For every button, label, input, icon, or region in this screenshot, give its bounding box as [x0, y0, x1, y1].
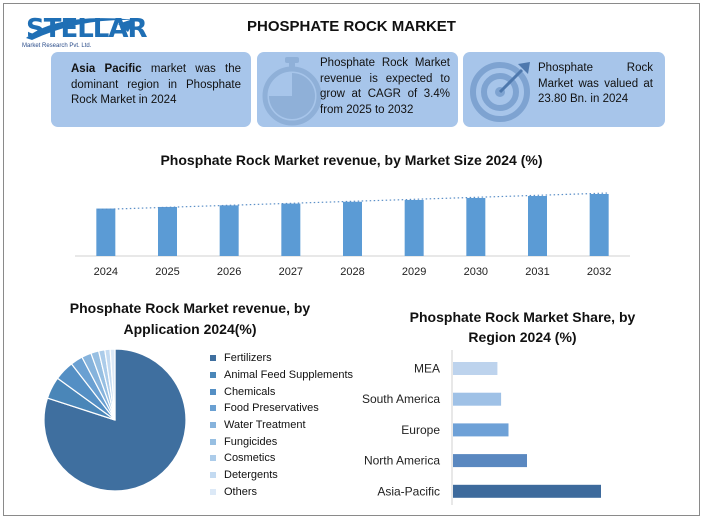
- legend-label: Chemicals: [224, 385, 276, 398]
- bar-europe: [453, 423, 509, 437]
- legend-label: Animal Feed Supplements: [224, 369, 354, 382]
- page-title: PHOSPHATE ROCK MARKET: [247, 18, 456, 35]
- legend-label: Food Preservatives: [224, 402, 319, 415]
- bar-2030: [466, 197, 486, 256]
- x-tick-label: 2032: [587, 266, 611, 278]
- legend-swatch: [210, 355, 216, 362]
- legend-label: Fertilizers: [224, 352, 272, 365]
- legend-swatch: [210, 488, 216, 495]
- legend-item: Chemicals: [210, 383, 353, 400]
- trend-line: [97, 192, 610, 211]
- card-text: Asia Pacific market was the dominant reg…: [71, 62, 241, 109]
- region-bar-chart: MEA South America Europe North America Asia-…: [362, 350, 601, 505]
- card-text: Phosphate Rock Market revenue is expecte…: [320, 57, 450, 116]
- pie-slice-others: [109, 348, 116, 421]
- card-bold-text: Asia Pacific: [71, 63, 142, 75]
- legend-item: Fungicides: [210, 433, 353, 450]
- bar-2027: [281, 203, 301, 256]
- x-tick-label: 2024: [94, 266, 118, 278]
- legend-item: Water Treatment: [210, 417, 353, 434]
- legend-label: Detergents: [224, 469, 278, 482]
- target-icon: [470, 62, 530, 122]
- legend-label: Others: [224, 485, 258, 498]
- legend-item: Animal Feed Supplements: [210, 367, 353, 384]
- legend-swatch: [210, 372, 216, 379]
- legend-item: Detergents: [210, 467, 353, 484]
- x-tick-label: 2028: [340, 266, 364, 278]
- info-card-region: Asia Pacific market was the dominant reg…: [51, 52, 251, 127]
- pie-chart-title: Phosphate Rock Market revenue, by Applic…: [69, 300, 311, 337]
- legend-item: Cosmetics: [210, 450, 353, 467]
- bar-2032: [589, 194, 609, 256]
- bar-2031: [528, 195, 547, 256]
- legend-swatch: [210, 405, 216, 412]
- logo-swoosh-icon: [26, 18, 136, 40]
- bar-2024: [96, 208, 116, 256]
- bar-asia-pacific: [453, 484, 601, 498]
- x-tick-label: 2025: [155, 266, 179, 278]
- y-tick-label: South America: [362, 392, 440, 406]
- legend-item: Others: [210, 484, 353, 501]
- legend-swatch: [210, 388, 216, 395]
- x-tick-label: 2029: [402, 266, 426, 278]
- market-size-bar-chart: 2024 2025 2026 2027 2028 2029 2030 2031 2032: [75, 192, 630, 278]
- y-tick-label: MEA: [414, 362, 440, 376]
- legend-swatch: [210, 438, 216, 445]
- legend-swatch: [210, 455, 216, 462]
- y-tick-label: Asia-Pacific: [377, 484, 440, 498]
- info-card-cagr: Phosphate Rock Market revenue is expecte…: [257, 52, 458, 127]
- bar-mea: [453, 362, 498, 375]
- x-tick-label: 2031: [525, 266, 549, 278]
- legend-label: Water Treatment: [224, 419, 306, 432]
- stellar-logo: STELLAR Market Research Pvt. Ltd.: [18, 10, 147, 52]
- legend-label: Fungicides: [224, 435, 278, 448]
- logo-word: STELLAR: [26, 14, 147, 44]
- stopwatch-icon: [262, 57, 322, 126]
- x-tick-label: 2026: [217, 266, 241, 278]
- legend-swatch: [210, 422, 216, 429]
- pie-legend: Fertilizers Animal Feed Supplements Chemic…: [210, 350, 353, 500]
- bar-2025: [158, 206, 177, 256]
- bar-south-america: [453, 392, 502, 406]
- legend-swatch: [210, 472, 216, 479]
- info-card-value: Phosphate Rock Market was valued at 23.8…: [463, 52, 665, 127]
- bar-2029: [404, 199, 424, 256]
- bar-2026: [219, 205, 239, 256]
- legend-item: Food Preservatives: [210, 400, 353, 417]
- card-body-text: market was the dominant region in Phosph…: [71, 63, 241, 106]
- x-tick-label: 2030: [464, 266, 488, 278]
- application-pie-chart: [43, 348, 187, 492]
- logo-subtext: Market Research Pvt. Ltd.: [22, 43, 92, 49]
- bar-2028: [343, 201, 362, 256]
- bar-north-america: [453, 454, 527, 468]
- card-text: Phosphate Rock Market was valued at 23.8…: [538, 62, 653, 105]
- bar-chart-title: Phosphate Rock Market revenue, by Market…: [160, 152, 543, 168]
- y-tick-label: Europe: [401, 423, 440, 437]
- region-chart-title: Phosphate Rock Market Share, by Region 2…: [409, 309, 636, 345]
- legend-label: Cosmetics: [224, 452, 276, 465]
- legend-item: Fertilizers: [210, 350, 353, 367]
- x-tick-label: 2027: [279, 266, 303, 278]
- y-tick-label: North America: [364, 454, 440, 468]
